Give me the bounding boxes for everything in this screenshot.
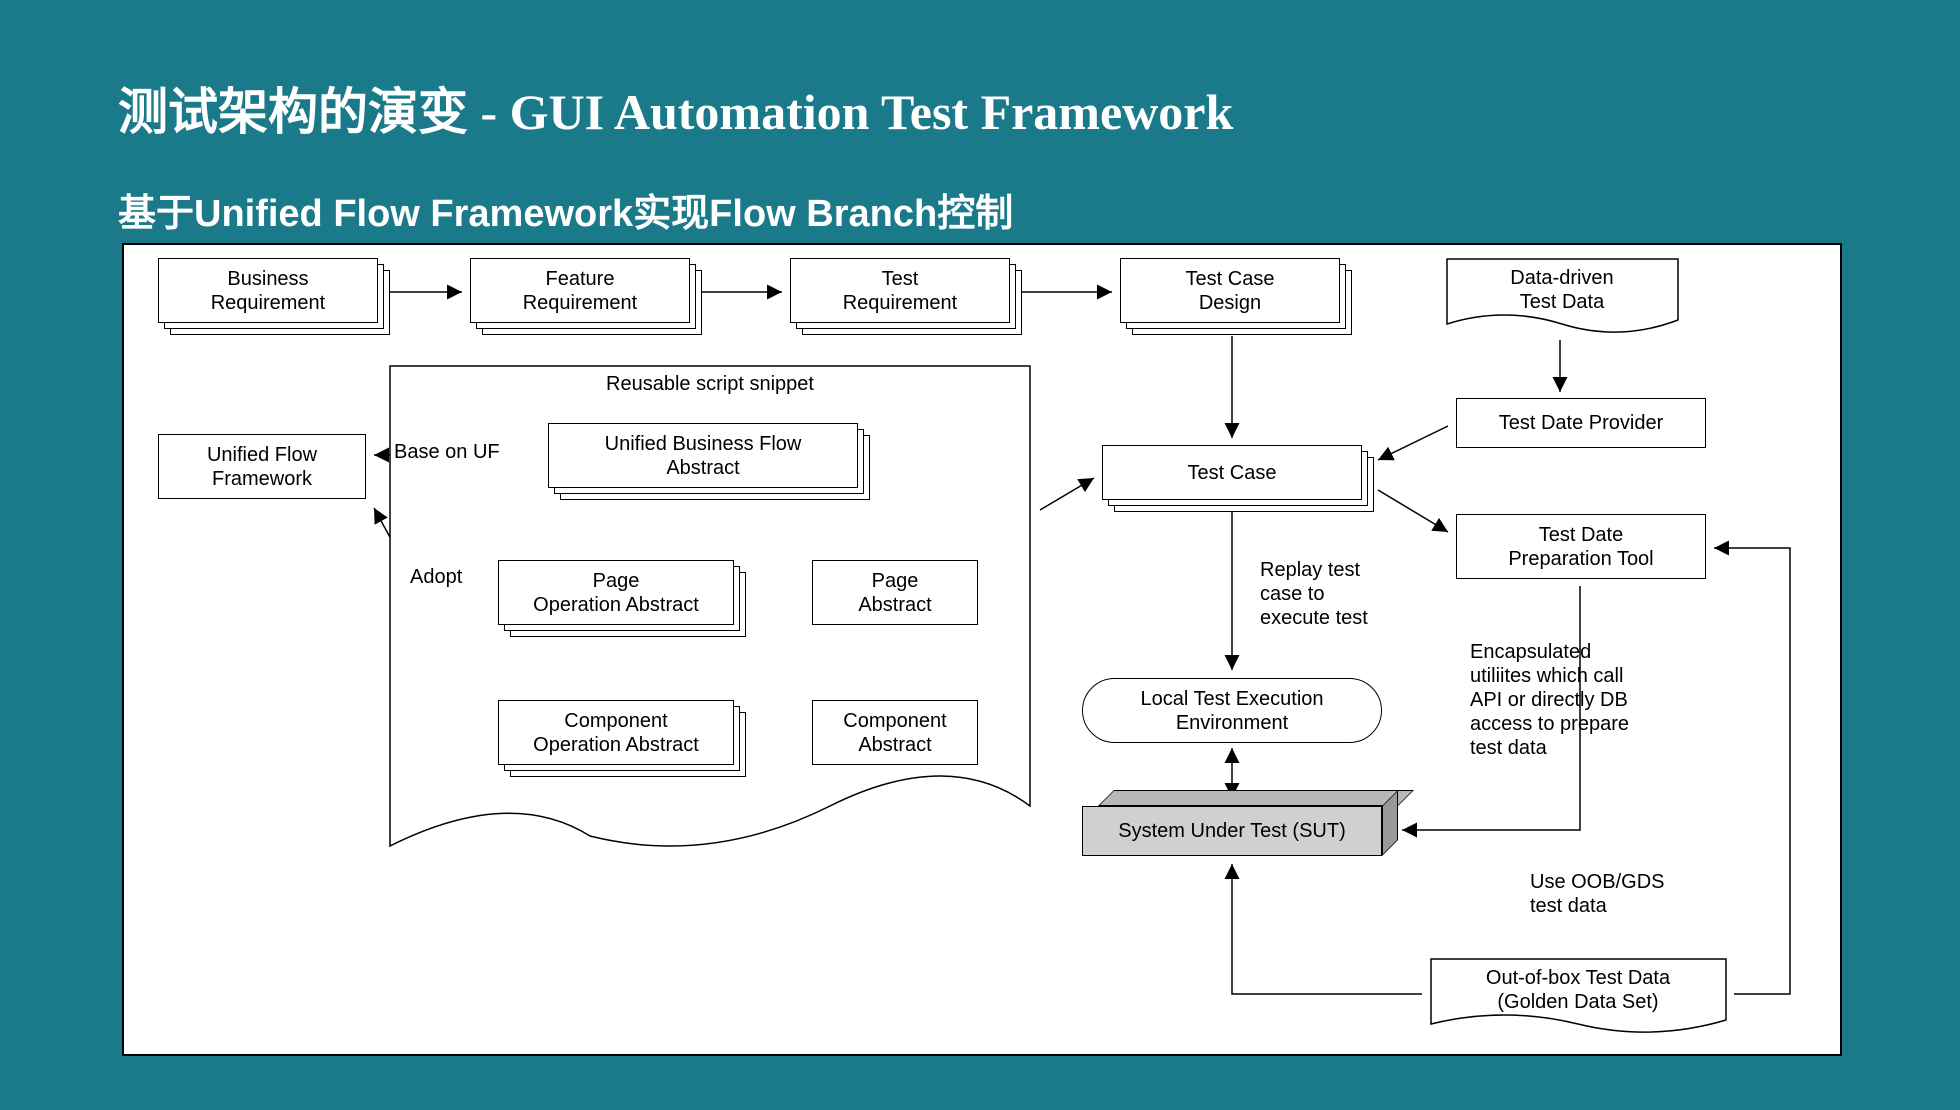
node-test_case: Test Case: [1102, 445, 1362, 500]
node-tc_design: Test Case Design: [1120, 258, 1340, 323]
slide-subtitle: 基于Unified Flow Framework实现Flow Branch控制: [118, 182, 1013, 237]
node-comp_abs: Component Abstract: [812, 700, 978, 765]
edge-label-use_oob: Use OOB/GDS test data: [1530, 870, 1750, 918]
node-local_env: Local Test Execution Environment: [1082, 678, 1382, 743]
node-feature_req: Feature Requirement: [470, 258, 690, 323]
node-test_req: Test Requirement: [790, 258, 1010, 323]
node-data_driven: Data-driven Test Data: [1446, 266, 1678, 314]
node-page_abs: Page Abstract: [812, 560, 978, 625]
edge-label-encapsulated: Encapsulated utiliites which call API or…: [1470, 640, 1690, 760]
slide-title: 测试架构的演变 - GUI Automation Test Framework: [118, 72, 1233, 144]
node-comp_op: Component Operation Abstract: [498, 700, 734, 765]
node-oob: Out-of-box Test Data (Golden Data Set): [1430, 966, 1726, 1014]
container-label: Reusable script snippet: [510, 372, 910, 396]
node-tdp_tool: Test Date Preparation Tool: [1456, 514, 1706, 579]
node-tdp: Test Date Provider: [1456, 398, 1706, 448]
edge-label-adopt: Adopt: [410, 565, 630, 589]
edge-label-base_on_uf: Base on UF: [394, 440, 614, 464]
edge-label-replay: Replay test case to execute test: [1260, 558, 1480, 630]
node-business_req: Business Requirement: [158, 258, 378, 323]
node-sut: System Under Test (SUT): [1082, 806, 1382, 856]
node-uff: Unified Flow Framework: [158, 434, 366, 499]
